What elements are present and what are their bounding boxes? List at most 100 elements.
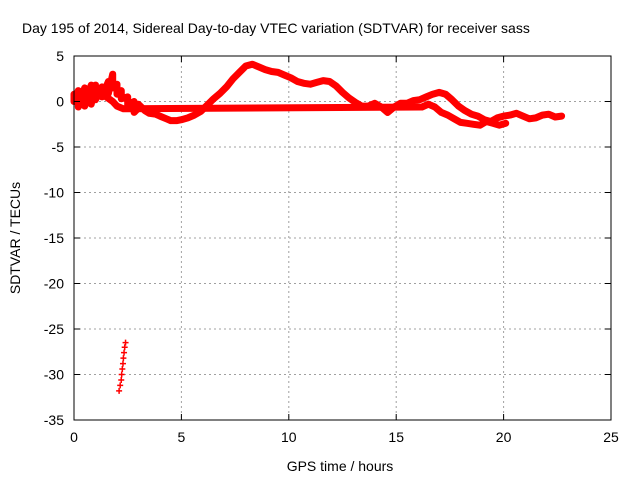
data-point [483, 118, 490, 125]
data-point [429, 91, 436, 98]
data-point [468, 111, 475, 118]
y-tick-label: -20 [44, 276, 64, 292]
data-point [81, 103, 88, 110]
data-point [105, 78, 112, 85]
data-point [217, 90, 224, 97]
data-point [552, 113, 559, 120]
data-point [307, 81, 314, 88]
data-point [418, 103, 425, 110]
data-point [236, 69, 243, 76]
data-point [519, 113, 526, 120]
data-point [436, 89, 443, 96]
y-tick-label: -10 [44, 185, 64, 201]
data-point [476, 122, 483, 129]
data-point [223, 83, 230, 90]
data-point [131, 98, 138, 105]
data-point [118, 87, 125, 94]
data-point [268, 68, 275, 75]
data-point [526, 115, 533, 122]
data-point [163, 115, 170, 122]
data-point [184, 114, 191, 121]
data-point [500, 113, 507, 120]
data-point [494, 114, 501, 121]
data-point [75, 87, 82, 94]
data-point [333, 83, 340, 90]
series-secondary-track [102, 93, 510, 129]
data-point [92, 82, 99, 89]
data-point [121, 349, 128, 356]
data-point [242, 63, 249, 70]
data-point [442, 91, 449, 98]
data-point [262, 66, 269, 73]
data-point [118, 371, 125, 378]
x-tick-label: 10 [281, 429, 297, 445]
data-point [109, 98, 116, 105]
data-point [416, 96, 423, 103]
data-point [88, 101, 95, 108]
data-point [167, 117, 174, 124]
data-point [275, 69, 282, 76]
data-point [229, 75, 236, 82]
data-point [255, 63, 262, 70]
data-point [461, 107, 468, 114]
data-point [109, 84, 116, 91]
data-point [423, 93, 430, 100]
x-tick-label: 5 [178, 429, 186, 445]
data-point [191, 112, 198, 119]
data-point [174, 117, 181, 124]
y-tick-label: -30 [44, 367, 64, 383]
data-point [121, 344, 128, 351]
data-point [496, 122, 503, 129]
data-point [103, 93, 110, 100]
data-point [451, 115, 458, 122]
axis-ticks: 0 5 10 15 20 25 5 0 -5 -10 -15 -20 -25 -30 -35 [44, 48, 619, 445]
data-point [124, 93, 131, 100]
data-point [438, 109, 445, 116]
data-point [425, 101, 432, 108]
data-point [117, 382, 124, 389]
data-point [457, 119, 464, 126]
data-point [119, 366, 126, 373]
data-point [513, 110, 520, 117]
data-point [113, 103, 120, 110]
data-point [178, 116, 185, 123]
data-point [156, 113, 163, 120]
data-point [249, 61, 256, 68]
data-point [210, 95, 217, 102]
y-tick-label: -5 [52, 139, 65, 155]
data-point [294, 78, 301, 85]
data-point [281, 72, 288, 79]
y-tick-label: 0 [56, 94, 64, 110]
data-point [444, 112, 451, 119]
data-points [70, 60, 566, 394]
data-point [449, 96, 456, 103]
data-point [152, 111, 159, 118]
data-point [81, 84, 88, 91]
data-point [287, 74, 294, 81]
data-point [339, 89, 346, 96]
chart-title: Day 195 of 2014, Sidereal Day-to-day VTE… [22, 20, 530, 36]
data-point [558, 113, 565, 120]
data-point [464, 120, 471, 127]
data-point [119, 360, 126, 367]
data-point [345, 94, 352, 101]
x-tick-label: 25 [603, 429, 619, 445]
data-point [313, 79, 320, 86]
series-outlier-cluster [116, 339, 129, 394]
data-point [113, 81, 120, 88]
data-point [98, 83, 105, 90]
data-point [118, 376, 125, 383]
data-point [320, 77, 327, 84]
data-point [474, 113, 481, 120]
data-point [118, 95, 125, 102]
data-point [122, 339, 129, 346]
y-tick-label: -25 [44, 321, 64, 337]
data-point [300, 80, 307, 87]
series-main-track [70, 60, 566, 125]
data-point [116, 387, 123, 394]
data-point [489, 120, 496, 127]
data-point [120, 105, 127, 112]
data-point [75, 103, 82, 110]
data-point [532, 114, 539, 121]
